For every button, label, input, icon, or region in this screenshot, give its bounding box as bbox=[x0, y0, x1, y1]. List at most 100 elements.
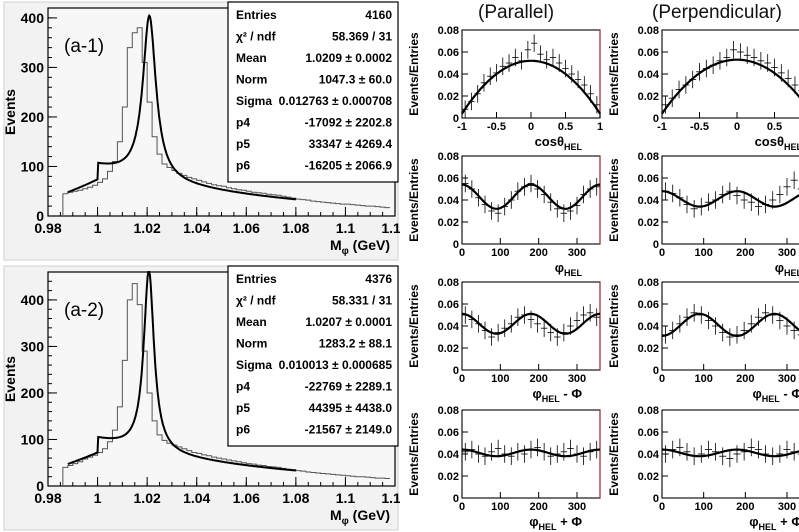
plot-tag: (a-1) bbox=[64, 36, 104, 57]
x-tick-label: 100 bbox=[694, 247, 712, 259]
x-axis-label: φHEL - Φ bbox=[532, 386, 582, 404]
x-axis-label: φHEL - Φ bbox=[752, 386, 799, 404]
y-tick-label: 400 bbox=[21, 292, 45, 308]
y-tick-label: 0 bbox=[36, 208, 44, 224]
y-tick-label: 0.08 bbox=[438, 151, 459, 163]
y-axis-label: Events bbox=[2, 89, 18, 135]
stats-label: χ² / ndf bbox=[236, 30, 277, 44]
y-tick-label: 0.04 bbox=[638, 195, 660, 207]
y-tick-label: 0 bbox=[453, 239, 459, 251]
x-tick-label: 0 bbox=[659, 373, 665, 385]
stats-label: p5 bbox=[236, 401, 250, 415]
x-tick-label: 0.5 bbox=[767, 121, 782, 133]
x-axis-label: Mφ (GeV) bbox=[330, 507, 390, 527]
x-tick-label: 100 bbox=[491, 247, 509, 259]
y-tick-label: 0 bbox=[36, 478, 44, 494]
x-tick-label: 200 bbox=[736, 373, 754, 385]
stats-label: p5 bbox=[236, 137, 250, 151]
y-tick-label: 100 bbox=[21, 431, 45, 447]
x-tick-label: 0 bbox=[459, 247, 465, 259]
fit-curve bbox=[461, 59, 601, 115]
x-axis-label: φHEL bbox=[555, 260, 583, 278]
x-tick-label: 1.02 bbox=[134, 490, 161, 506]
stats-label: Sigma bbox=[236, 94, 272, 108]
y-tick-label: 0.04 bbox=[638, 69, 660, 81]
x-axis-label: φHEL + Φ bbox=[529, 514, 582, 532]
histogram bbox=[62, 27, 391, 216]
x-tick-label: 1.08 bbox=[282, 490, 309, 506]
y-tick-label: 0 bbox=[653, 365, 659, 377]
y-tick-label: 0 bbox=[453, 113, 459, 125]
x-tick-label: -0.5 bbox=[690, 121, 709, 133]
y-axis-label: Events/Entries bbox=[607, 412, 621, 496]
stats-value: 58.331 / 31 bbox=[332, 294, 392, 308]
x-tick-label: 0 bbox=[659, 247, 665, 259]
stats-value: 33347 ± 4269.4 bbox=[309, 137, 393, 151]
x-tick-label: 200 bbox=[529, 373, 547, 385]
y-axis-label: Events/Entries bbox=[607, 158, 621, 242]
stats-box bbox=[227, 265, 399, 447]
plot-frame bbox=[661, 29, 799, 119]
x-tick-label: 100 bbox=[491, 373, 509, 385]
stats-value: -17092 ± 2202.8 bbox=[305, 116, 393, 130]
y-axis-label: Events/Entries bbox=[607, 32, 621, 116]
y-tick-label: 0.04 bbox=[438, 321, 460, 333]
x-axis-label: cosθHEL bbox=[535, 134, 583, 152]
stats-value: 1.0207 ± 0.0001 bbox=[305, 315, 392, 329]
y-tick-label: 0.06 bbox=[638, 427, 659, 439]
y-tick-label: 0.02 bbox=[638, 217, 659, 229]
fit-curve bbox=[67, 271, 297, 472]
stats-value: -21567 ± 2149.0 bbox=[305, 423, 393, 437]
y-tick-label: 0.04 bbox=[438, 449, 460, 461]
stats-value: 4376 bbox=[365, 272, 392, 286]
y-tick-label: 0.08 bbox=[438, 25, 459, 37]
stats-label: Mean bbox=[236, 315, 267, 329]
y-tick-label: 0 bbox=[453, 365, 459, 377]
mass-plot-a1: 0 100 200 300 400 0.98 1 1.02 1.04 1.06 1.08 1.1 1.1… bbox=[2, 1, 400, 261]
fit-curve bbox=[661, 58, 799, 115]
y-tick-label: 0 bbox=[653, 239, 659, 251]
x-tick-label: 300 bbox=[568, 247, 586, 259]
y-tick-label: 300 bbox=[21, 59, 45, 75]
x-tick-label: 1.04 bbox=[183, 490, 210, 506]
stats-label: Entries bbox=[236, 272, 277, 286]
angular-plot-cos-perpendicular: 00.020.040.060.08-1-0.500.51Events/Entri… bbox=[607, 25, 799, 152]
stats-label: p4 bbox=[236, 116, 250, 130]
stats-box bbox=[227, 1, 399, 183]
angular-plot-diff-parallel: 0 0.02 0.04 0.06 0.08 0 100 200 300 Events/Entrie… bbox=[407, 277, 601, 404]
x-tick-label: 200 bbox=[736, 247, 754, 259]
stats-value: 1047.3 ± 60.0 bbox=[319, 73, 393, 87]
x-tick-label: 1.06 bbox=[233, 220, 260, 236]
x-tick-label: 300 bbox=[778, 501, 796, 513]
x-tick-label: 0 bbox=[659, 501, 665, 513]
y-tick-label: 0.08 bbox=[638, 405, 659, 417]
header-perpendicular: (Perpendicular) bbox=[652, 2, 782, 23]
angular-plot-phi-parallel: 0 0.02 0.04 0.06 0.08 0 100 200 300 Events/Entrie… bbox=[407, 151, 601, 278]
y-tick-label: 0.02 bbox=[438, 91, 459, 103]
x-tick-label: 1.08 bbox=[282, 220, 309, 236]
stats-value: 44395 ± 4438.0 bbox=[309, 401, 393, 415]
x-tick-label: 100 bbox=[491, 501, 509, 513]
x-tick-label: 1.02 bbox=[134, 220, 161, 236]
y-tick-label: 0.02 bbox=[638, 91, 659, 103]
y-tick-label: 0.04 bbox=[438, 195, 460, 207]
stats-value: 58.369 / 31 bbox=[332, 30, 392, 44]
y-tick-label: 0.04 bbox=[638, 449, 660, 461]
stats-label: p6 bbox=[236, 159, 250, 173]
x-tick-label: -1 bbox=[657, 121, 667, 133]
x-tick-label: 0 bbox=[459, 501, 465, 513]
mass-plot-a2: 0 100 200 300 400 0.98 1 1.02 1.04 1.06 1.08 1.1 1.1… bbox=[2, 265, 400, 531]
y-axis-label: Events/Entries bbox=[407, 412, 421, 496]
y-tick-label: 300 bbox=[21, 338, 45, 354]
angular-plot-phi-perpendicular: 0 0.02 0.04 0.06 0.08 0 100 200 300 Events/Entrie… bbox=[607, 151, 799, 278]
x-tick-label: -1 bbox=[457, 121, 467, 133]
x-tick-label: 1.12 bbox=[381, 220, 400, 236]
header-parallel: (Parallel) bbox=[478, 2, 555, 23]
plot-frame bbox=[461, 29, 601, 119]
y-tick-label: 200 bbox=[21, 109, 45, 125]
plot-tag: (a-2) bbox=[64, 300, 104, 321]
stats-value: 4160 bbox=[365, 8, 392, 22]
y-tick-label: 0.02 bbox=[438, 471, 459, 483]
stats-value: 0.012763 ± 0.000708 bbox=[279, 94, 393, 108]
y-tick-label: 0.04 bbox=[438, 69, 460, 81]
